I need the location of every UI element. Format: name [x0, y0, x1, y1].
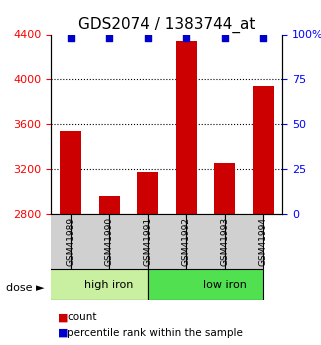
FancyBboxPatch shape: [186, 214, 225, 269]
Point: [145, 35, 150, 41]
Text: high iron: high iron: [84, 280, 134, 289]
Text: ■: ■: [58, 328, 68, 338]
Bar: [99, 196, 120, 214]
Point: [222, 35, 227, 41]
Bar: [137, 172, 158, 214]
Point: [184, 35, 189, 41]
FancyBboxPatch shape: [148, 269, 263, 300]
Text: GSM41993: GSM41993: [220, 217, 229, 266]
FancyBboxPatch shape: [71, 214, 109, 269]
Text: count: count: [67, 313, 97, 322]
Point: [107, 35, 112, 41]
Bar: [253, 86, 274, 214]
Point: [261, 35, 266, 41]
Text: low iron: low iron: [203, 280, 247, 289]
Text: dose ►: dose ►: [6, 283, 45, 293]
FancyBboxPatch shape: [32, 214, 71, 269]
Bar: [176, 41, 197, 214]
Text: GSM41992: GSM41992: [182, 217, 191, 266]
FancyBboxPatch shape: [148, 214, 186, 269]
Text: GSM41994: GSM41994: [259, 217, 268, 266]
Title: GDS2074 / 1383744_at: GDS2074 / 1383744_at: [78, 17, 256, 33]
Text: GSM41990: GSM41990: [105, 217, 114, 266]
Text: GSM41991: GSM41991: [143, 217, 152, 266]
Text: percentile rank within the sample: percentile rank within the sample: [67, 328, 243, 338]
FancyBboxPatch shape: [109, 214, 148, 269]
FancyBboxPatch shape: [225, 214, 263, 269]
Point: [68, 35, 73, 41]
Text: GSM41989: GSM41989: [66, 217, 75, 266]
Bar: [214, 164, 235, 214]
Text: ■: ■: [58, 313, 68, 322]
FancyBboxPatch shape: [32, 269, 148, 300]
Bar: [60, 131, 81, 214]
